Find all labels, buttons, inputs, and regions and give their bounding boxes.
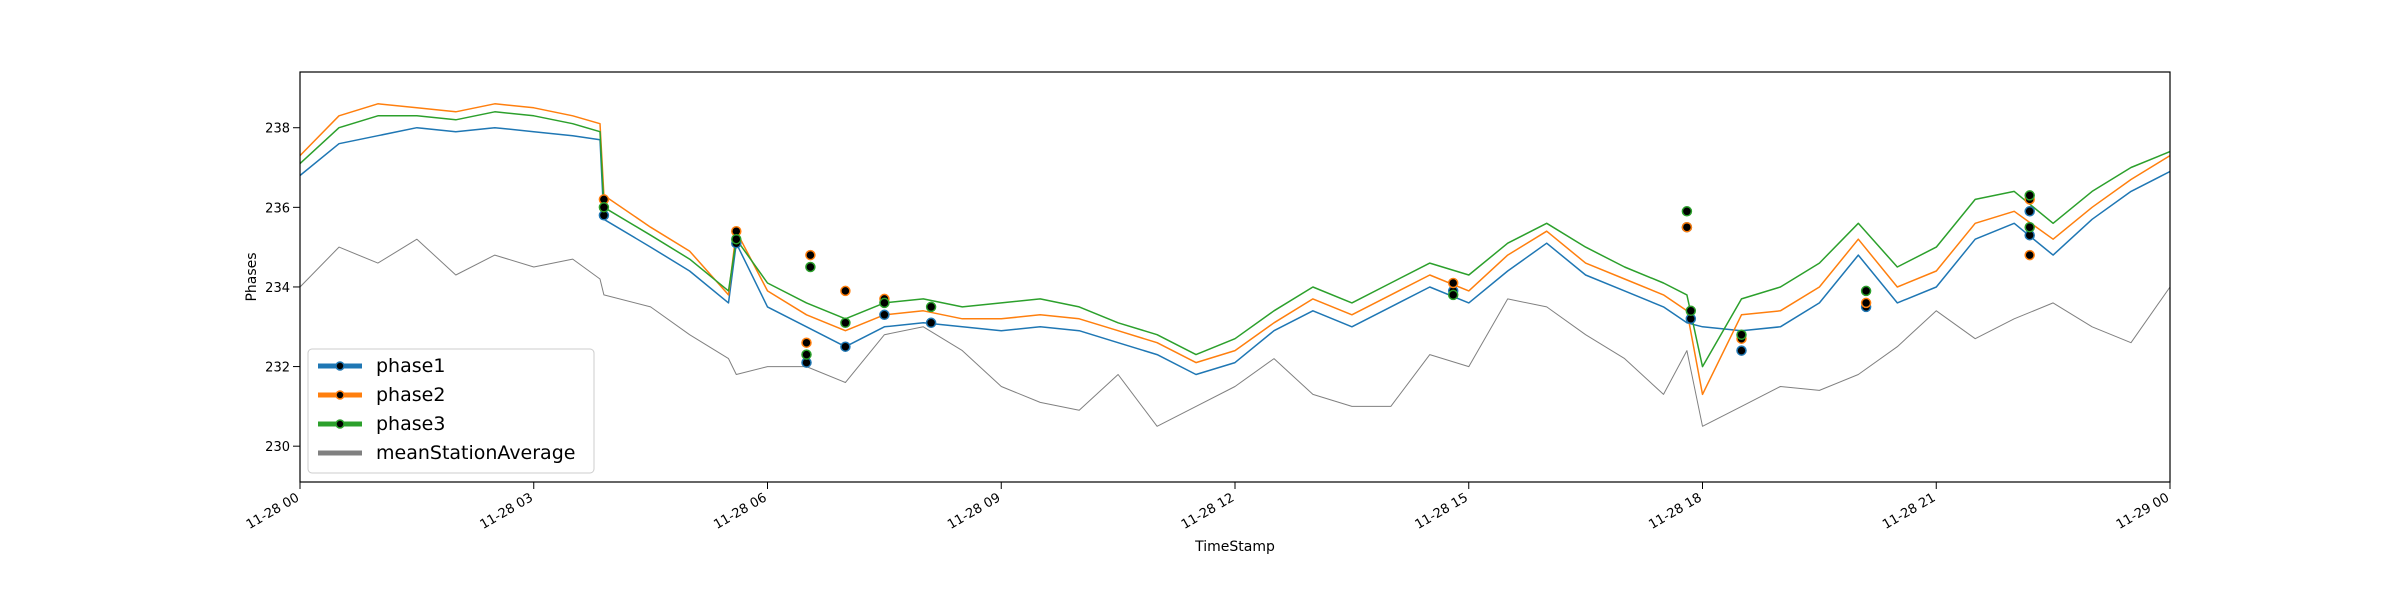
- x-tick-label: 11-28 06: [711, 490, 769, 532]
- x-tick-label: 11-28 15: [1413, 490, 1471, 532]
- legend-label-phase1: phase1: [376, 355, 445, 377]
- marker-phase1: [2024, 206, 2035, 217]
- x-axis-label: TimeStamp: [1194, 539, 1275, 555]
- y-tick-label: 232: [265, 361, 290, 376]
- legend-frame: [307, 348, 595, 474]
- legend-marker-phase2: [335, 390, 345, 400]
- marker-phase2: [840, 285, 851, 297]
- legend-label-phase3: phase3: [376, 413, 445, 435]
- y-axis-label: Phases: [244, 252, 260, 301]
- marker-phase3: [879, 297, 890, 309]
- y-tick-label: 238: [265, 122, 290, 137]
- marker-layer: [598, 190, 2035, 368]
- series-layer: [299, 103, 2171, 427]
- marker-phase3: [805, 261, 816, 273]
- marker-phase2: [801, 337, 812, 348]
- y-tick-label: 230: [265, 440, 290, 455]
- y-axis: 230 232 234 236 238: [265, 122, 300, 455]
- y-tick-label: 234: [265, 281, 290, 296]
- x-tick-label: 11-29 00: [2114, 490, 2172, 532]
- marker-phase2: [1681, 221, 1693, 233]
- x-tick-label: 11-28 00: [244, 490, 302, 532]
- marker-phase3: [1681, 206, 1693, 217]
- legend-label-meanStationAverage: meanStationAverage: [376, 442, 575, 464]
- marker-phase3: [801, 349, 812, 360]
- x-tick-label: 11-28 18: [1646, 490, 1704, 532]
- marker-phase3: [840, 317, 851, 329]
- marker-phase3: [2024, 221, 2035, 233]
- marker-phase1: [925, 317, 937, 329]
- x-axis: 11-28 00 11-28 03 11-28 06 11-28 09 11-28 12…: [244, 482, 2172, 533]
- marker-phase3: [598, 202, 610, 213]
- marker-phase2: [805, 249, 816, 261]
- marker-phase3: [1447, 289, 1459, 301]
- marker-phase3: [925, 301, 937, 313]
- marker-phase3: [1685, 305, 1697, 317]
- marker-phase3: [1860, 285, 1872, 297]
- marker-phase2: [1447, 277, 1459, 289]
- x-tick-label: 11-28 03: [478, 490, 536, 532]
- marker-phase1: [1736, 345, 1747, 356]
- x-tick-label: 11-28 09: [945, 490, 1003, 532]
- marker-phase2: [1860, 297, 1872, 309]
- legend-label-phase2: phase2: [376, 384, 445, 406]
- series-line-meanStationAverage: [299, 238, 2171, 427]
- marker-phase3: [2024, 190, 2035, 201]
- x-tick-label: 11-28 21: [1880, 490, 1938, 532]
- marker-phase3: [731, 233, 742, 245]
- plot-area-background: [300, 72, 2170, 482]
- legend: phase1 phase2 phase3 meanStationAverage: [307, 348, 595, 474]
- x-tick-label: 11-28 12: [1179, 490, 1237, 532]
- marker-phase3: [1736, 329, 1747, 340]
- marker-phase1: [840, 341, 851, 352]
- legend-marker-phase3: [335, 419, 345, 429]
- y-tick-label: 236: [265, 201, 290, 216]
- series-line-phase3: [299, 111, 2171, 368]
- marker-phase2: [2024, 249, 2035, 261]
- legend-marker-phase1: [335, 361, 345, 371]
- marker-phase1: [879, 309, 890, 321]
